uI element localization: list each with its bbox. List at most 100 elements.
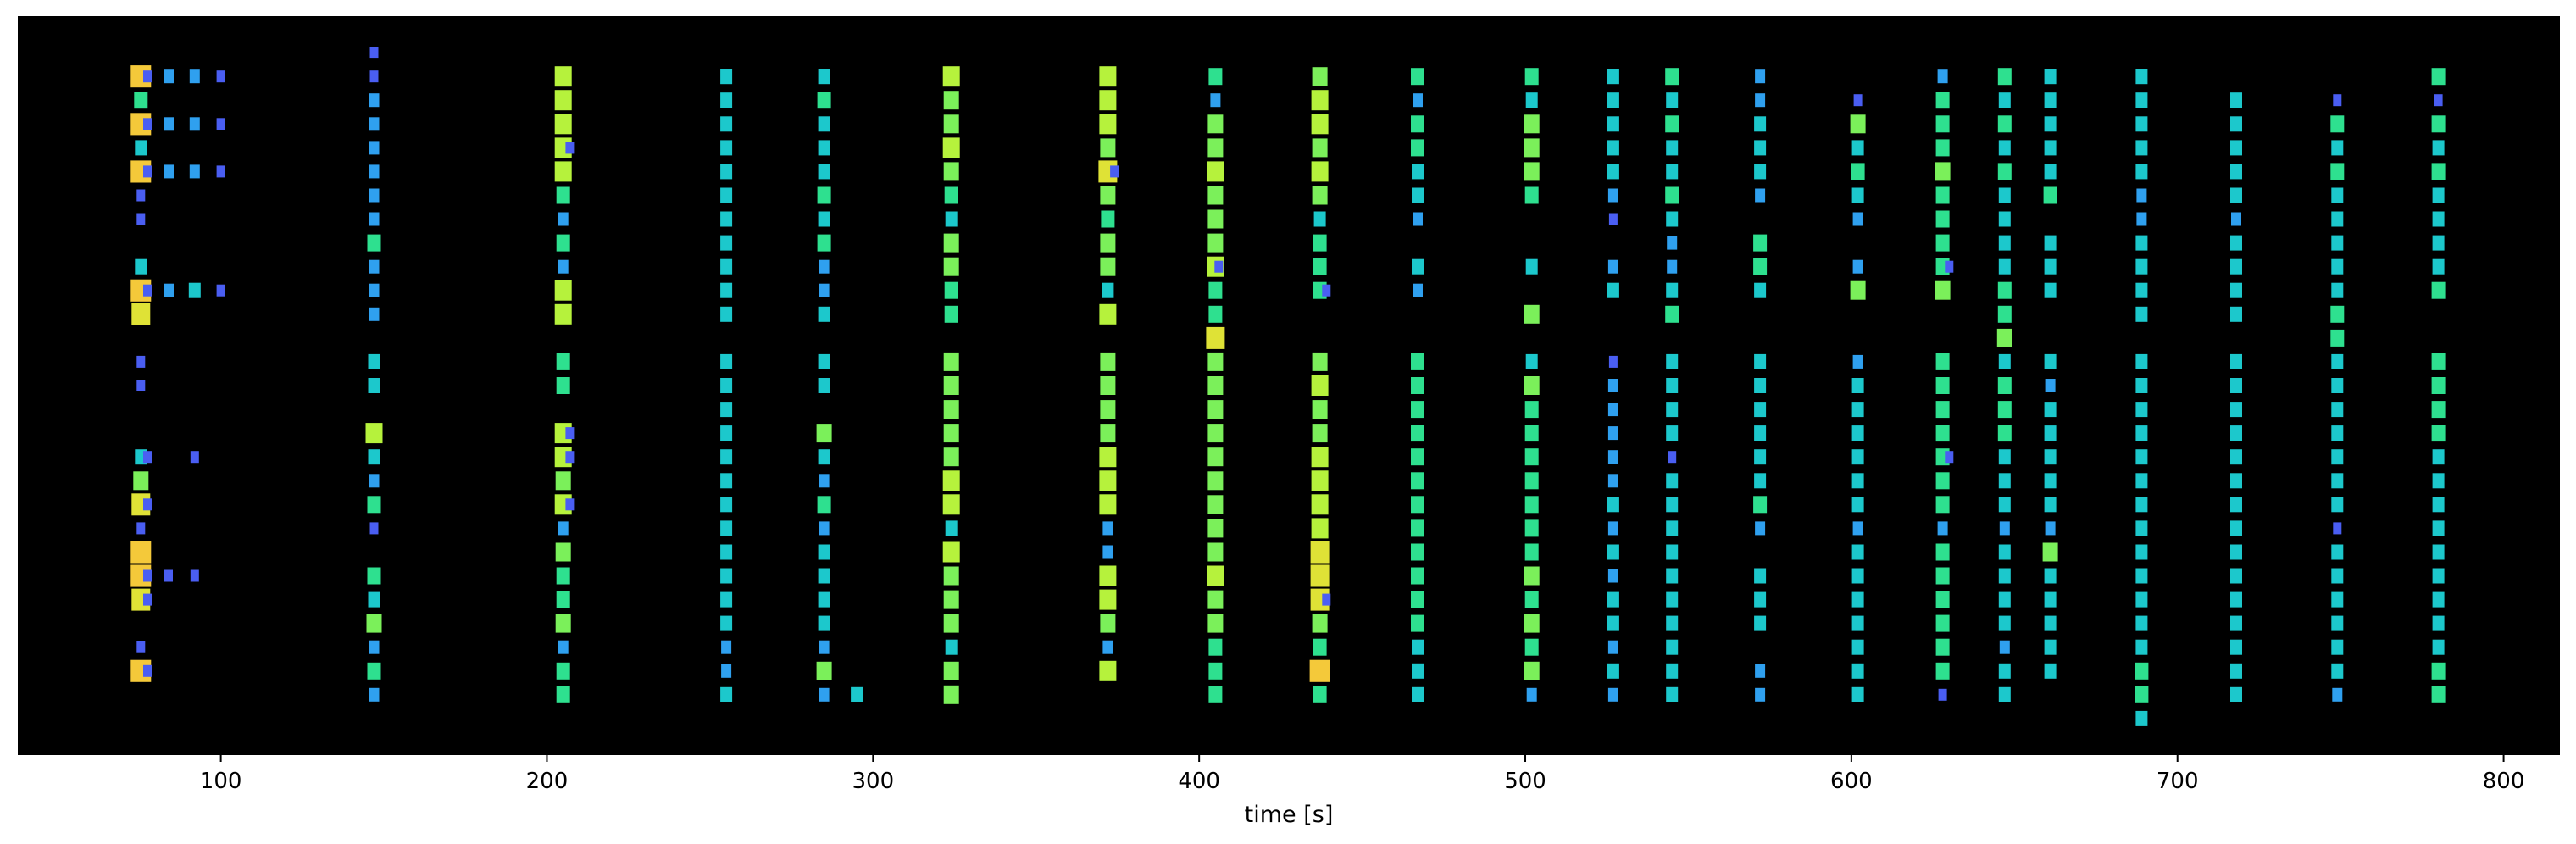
data-point bbox=[1852, 449, 1864, 465]
data-point bbox=[1524, 162, 1540, 181]
data-point bbox=[942, 66, 960, 87]
data-point bbox=[1935, 638, 1950, 656]
data-point bbox=[130, 541, 152, 564]
data-point bbox=[1666, 164, 1679, 180]
data-point bbox=[1935, 353, 1950, 370]
data-point bbox=[1309, 659, 1330, 682]
data-point bbox=[1208, 138, 1224, 158]
data-point bbox=[1935, 614, 1950, 632]
data-point bbox=[555, 471, 571, 491]
data-point bbox=[554, 90, 572, 111]
data-point bbox=[1935, 591, 1950, 608]
data-point bbox=[2431, 662, 2446, 680]
data-point bbox=[1607, 521, 1618, 536]
data-point bbox=[1411, 472, 1424, 490]
data-point bbox=[817, 186, 831, 204]
data-point bbox=[1852, 686, 1864, 702]
data-point bbox=[1852, 187, 1864, 203]
data-point bbox=[2044, 69, 2057, 85]
data-point bbox=[1850, 114, 1866, 134]
data-point bbox=[556, 662, 570, 680]
data-point bbox=[369, 117, 380, 131]
data-point bbox=[1852, 425, 1864, 441]
data-point bbox=[1607, 282, 1619, 298]
data-point bbox=[367, 662, 381, 680]
data-point bbox=[2230, 164, 2242, 180]
data-point bbox=[1524, 376, 1540, 395]
data-point bbox=[1099, 589, 1117, 610]
data-point bbox=[2333, 94, 2342, 107]
data-point bbox=[2135, 116, 2148, 132]
data-point bbox=[554, 303, 572, 325]
data-point bbox=[1312, 138, 1328, 158]
data-point bbox=[189, 117, 200, 131]
data-point bbox=[2432, 473, 2445, 489]
data-point bbox=[1935, 162, 1951, 181]
plot-frame bbox=[18, 16, 2560, 755]
data-point bbox=[2135, 710, 2148, 726]
data-point bbox=[2331, 639, 2344, 655]
data-point bbox=[1852, 591, 1864, 608]
data-point bbox=[555, 614, 571, 633]
data-point bbox=[1607, 569, 1618, 583]
data-point bbox=[143, 118, 152, 130]
data-point bbox=[556, 377, 570, 394]
data-point bbox=[2044, 92, 2057, 108]
data-point bbox=[1755, 687, 1766, 702]
data-point bbox=[1411, 543, 1424, 561]
data-point bbox=[164, 164, 174, 179]
data-point bbox=[2431, 377, 2446, 394]
data-point bbox=[369, 141, 380, 155]
data-point bbox=[1852, 259, 1863, 274]
data-point bbox=[1665, 186, 1679, 204]
data-point bbox=[1208, 447, 1224, 467]
data-point bbox=[368, 591, 380, 608]
data-point bbox=[2331, 497, 2344, 513]
data-point bbox=[942, 494, 960, 515]
data-point bbox=[1102, 282, 1114, 298]
data-point bbox=[1311, 375, 1329, 396]
data-point bbox=[2135, 164, 2148, 180]
data-point bbox=[1208, 686, 1223, 703]
data-point bbox=[2135, 425, 2148, 441]
data-point bbox=[143, 664, 152, 677]
data-point bbox=[2331, 282, 2344, 298]
data-point bbox=[1524, 448, 1539, 466]
data-point bbox=[2432, 449, 2445, 465]
data-point bbox=[367, 234, 381, 252]
data-point bbox=[818, 591, 830, 608]
data-point bbox=[2331, 473, 2344, 489]
data-point bbox=[1099, 114, 1117, 135]
data-point bbox=[136, 213, 146, 225]
data-point bbox=[2432, 544, 2445, 560]
data-point bbox=[2135, 639, 2148, 655]
data-point bbox=[1311, 470, 1329, 491]
data-point bbox=[1666, 568, 1679, 584]
data-point bbox=[2431, 281, 2446, 299]
data-point bbox=[1411, 519, 1424, 537]
data-point bbox=[1852, 544, 1864, 560]
data-point bbox=[369, 640, 380, 654]
data-point bbox=[2432, 235, 2445, 251]
data-point bbox=[143, 165, 152, 178]
data-point bbox=[1666, 686, 1679, 702]
data-point bbox=[2043, 186, 2057, 204]
data-point bbox=[944, 281, 958, 299]
data-point bbox=[1412, 663, 1424, 679]
data-point bbox=[1754, 402, 1767, 418]
data-point bbox=[1998, 92, 2011, 108]
data-point bbox=[1667, 259, 1678, 274]
data-point bbox=[2230, 235, 2242, 251]
data-point bbox=[721, 640, 732, 654]
data-point bbox=[2230, 639, 2242, 655]
data-point bbox=[1945, 260, 1954, 273]
data-point bbox=[1935, 234, 1950, 252]
data-point bbox=[1755, 69, 1766, 84]
data-point bbox=[2432, 520, 2445, 536]
data-point bbox=[2332, 687, 2343, 702]
data-point bbox=[1998, 235, 2011, 251]
data-point bbox=[1208, 614, 1224, 633]
x-axis-label: time [s] bbox=[1245, 802, 1334, 828]
data-point bbox=[1311, 114, 1329, 135]
data-point bbox=[943, 447, 959, 467]
